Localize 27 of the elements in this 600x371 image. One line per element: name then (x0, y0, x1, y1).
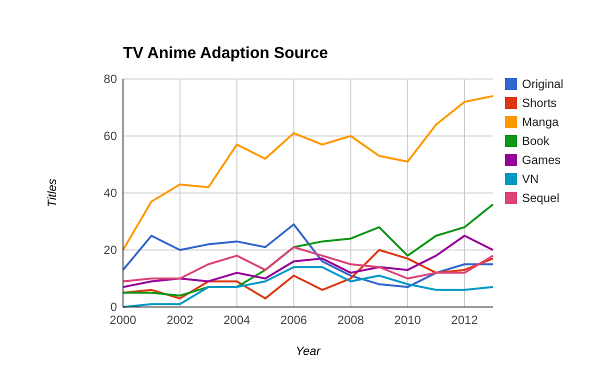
y-tick-label: 60 (104, 129, 118, 144)
line-series (122, 95, 494, 251)
y-tick-label: 40 (104, 186, 118, 200)
legend-label: Original (522, 77, 564, 92)
legend-label: VN (522, 172, 539, 186)
line-series (122, 223, 494, 288)
legend-label: Shorts (522, 96, 557, 110)
x-tick-label: 2004 (223, 313, 251, 327)
x-axis-title: Year (296, 344, 322, 358)
x-tick-label: 2000 (110, 313, 137, 327)
x-tick-label: 2006 (280, 313, 308, 327)
chart-title: TV Anime Adaption Source (123, 45, 328, 62)
line-series (122, 249, 494, 300)
x-tick-label: 2010 (394, 313, 422, 327)
y-axis-title: Titles (45, 178, 59, 208)
x-tick-label: 2008 (337, 313, 364, 327)
legend-label: Games (522, 153, 561, 168)
y-tick-label: 0 (110, 300, 118, 314)
y-tick-label: 80 (104, 72, 118, 86)
legend-label: Manga (522, 115, 560, 130)
line-series (122, 234, 494, 288)
line-series (122, 246, 494, 282)
legend-label: Book (522, 134, 550, 148)
y-tick-label: 20 (104, 243, 118, 258)
x-tick-label: 2012 (451, 313, 478, 327)
x-tick-label: 2002 (166, 313, 194, 327)
legend-label: Sequel (522, 191, 560, 206)
